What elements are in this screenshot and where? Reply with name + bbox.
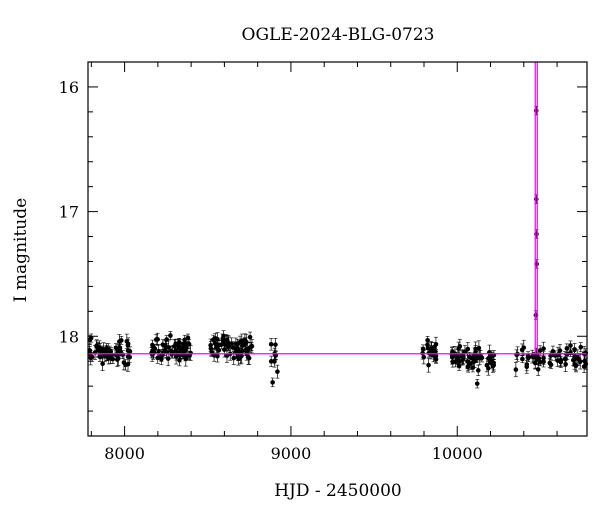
data-point xyxy=(104,345,109,359)
data-point xyxy=(168,331,173,340)
data-point xyxy=(121,354,127,371)
data-point xyxy=(456,341,461,356)
data-point xyxy=(233,337,239,350)
data-point xyxy=(160,339,166,350)
data-point xyxy=(576,352,582,366)
data-point xyxy=(450,356,456,368)
data-point xyxy=(229,337,234,350)
data-point xyxy=(243,345,248,357)
data-point xyxy=(474,378,480,389)
data-point xyxy=(275,364,280,379)
x-tick-label: 9000 xyxy=(271,444,312,463)
model-curve-layer xyxy=(88,62,587,355)
data-point xyxy=(182,334,188,345)
chart-title: OGLE-2024-BLG-0723 xyxy=(242,25,435,45)
data-point xyxy=(159,349,164,362)
data-point xyxy=(524,357,530,372)
data-point xyxy=(533,105,539,116)
data-point xyxy=(578,342,584,353)
data-point xyxy=(268,338,274,351)
data-point xyxy=(533,194,539,204)
data-point xyxy=(568,340,573,351)
data-point xyxy=(153,334,159,346)
data-point xyxy=(247,331,253,343)
data-point xyxy=(550,345,556,357)
plot-frame xyxy=(87,61,588,437)
data-point xyxy=(514,349,519,360)
data-point xyxy=(457,354,462,369)
data-point xyxy=(475,364,481,376)
data-point xyxy=(484,358,490,373)
data-point xyxy=(425,342,431,354)
data-point xyxy=(115,352,120,367)
plot-area xyxy=(87,105,589,389)
data-point xyxy=(432,342,437,352)
data-point xyxy=(470,363,476,373)
data-point xyxy=(222,340,228,349)
data-point xyxy=(100,356,105,372)
data-point xyxy=(558,356,563,367)
data-point xyxy=(520,354,525,364)
data-point xyxy=(426,357,431,373)
data-point xyxy=(513,362,519,378)
data-point xyxy=(246,351,252,365)
data-point xyxy=(572,348,577,365)
data-point xyxy=(273,338,278,352)
data-point xyxy=(268,355,274,367)
data-point xyxy=(173,349,179,365)
data-point xyxy=(460,354,466,365)
data-point xyxy=(172,339,177,354)
data-point xyxy=(548,360,554,369)
data-point xyxy=(249,341,254,351)
y-axis-label: I magnitude xyxy=(11,198,31,302)
data-point xyxy=(183,351,188,362)
data-point xyxy=(243,334,249,350)
data-point xyxy=(477,350,483,366)
x-tick-label: 8000 xyxy=(104,444,145,463)
data-point xyxy=(532,357,538,369)
data-point xyxy=(183,341,189,353)
axis-ticks: 8000 9000 10000 16 17 18 xyxy=(59,61,587,463)
data-point xyxy=(491,355,496,371)
data-point xyxy=(224,348,230,363)
data-point xyxy=(152,344,158,354)
y-tick-label: 18 xyxy=(59,327,79,346)
x-tick-label: 10000 xyxy=(432,444,483,463)
data-point xyxy=(473,348,479,364)
y-tick-label: 17 xyxy=(59,203,79,222)
data-point xyxy=(117,346,123,356)
x-axis-label: HJD - 2450000 xyxy=(274,481,402,501)
data-point xyxy=(94,339,100,352)
data-point xyxy=(187,350,192,361)
data-point xyxy=(270,377,275,388)
data-point xyxy=(215,332,220,347)
data-point xyxy=(186,339,192,350)
y-tick-label: 16 xyxy=(59,78,79,97)
data-point xyxy=(221,330,226,343)
